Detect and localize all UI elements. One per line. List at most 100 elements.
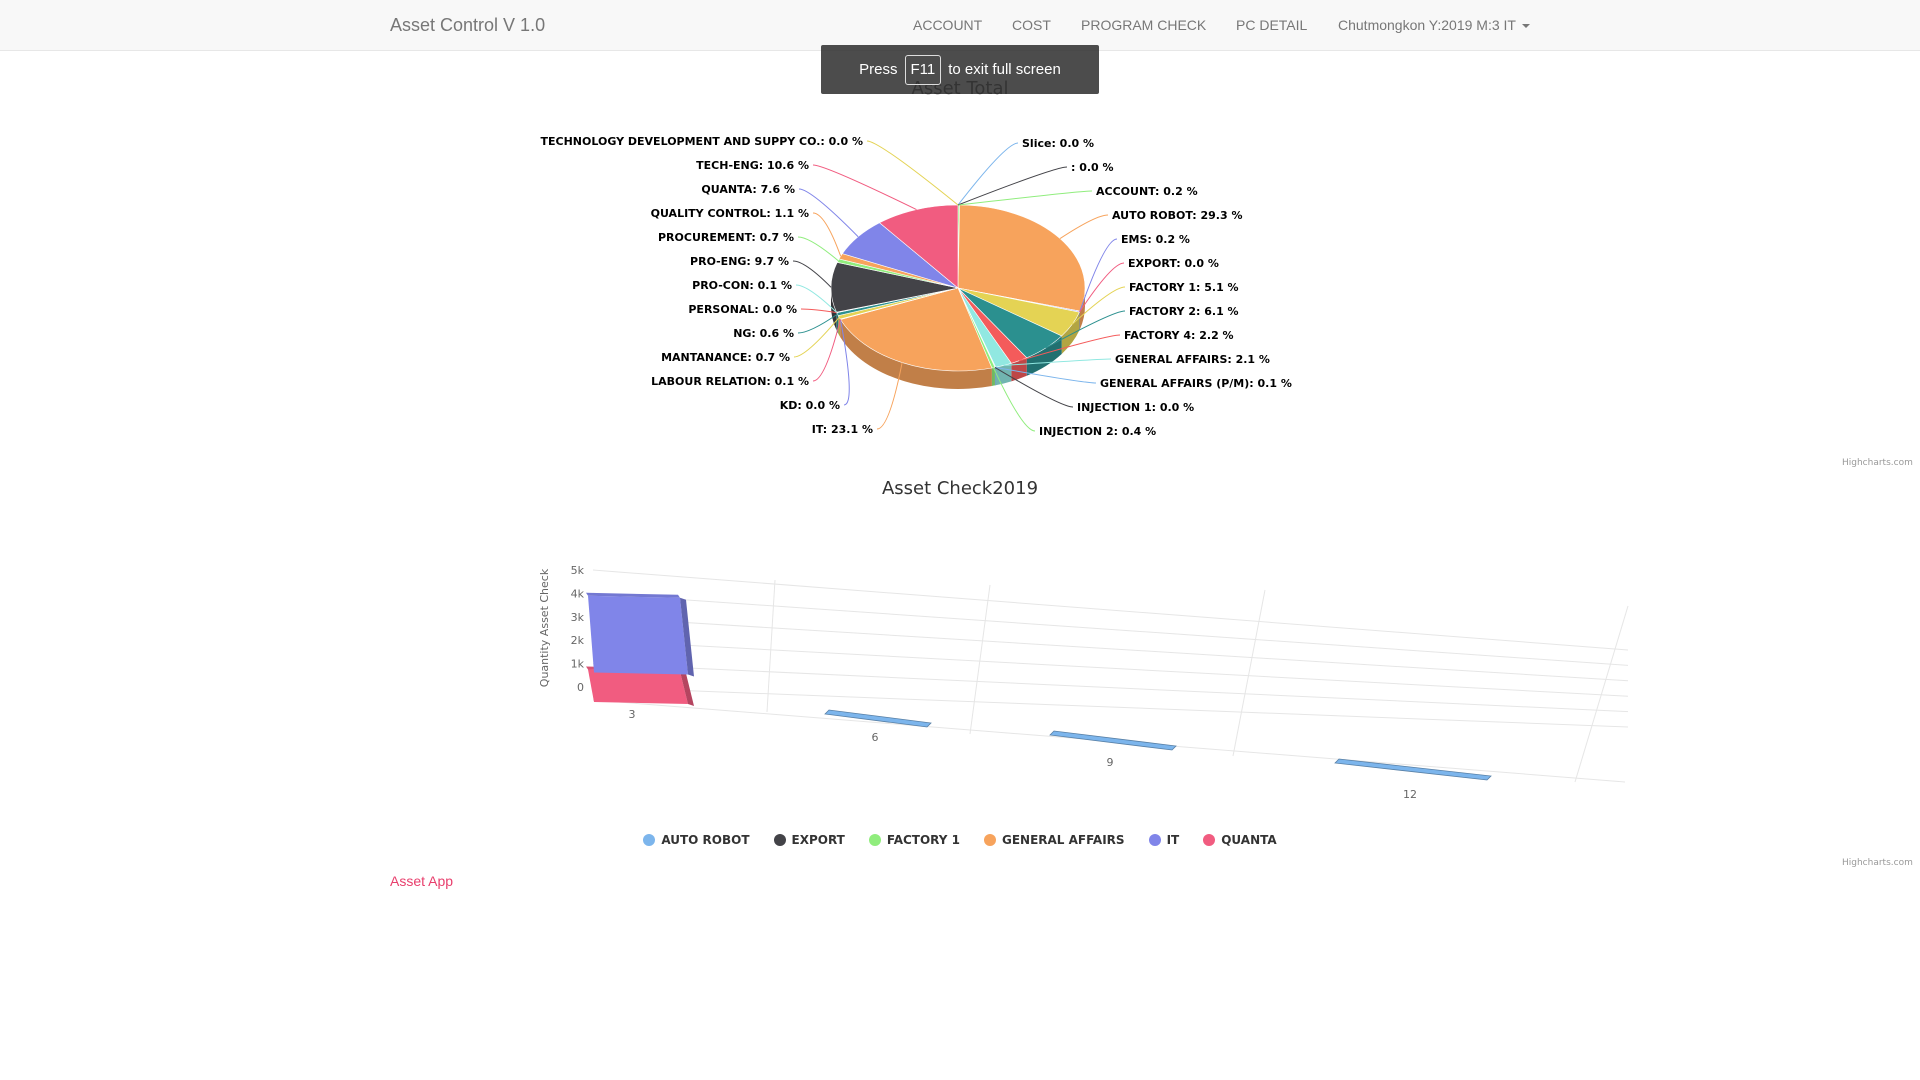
pie-connector-procurement	[797, 236, 839, 262]
pie-side-it	[840, 319, 992, 390]
pie-slice-pro-eng[interactable]	[830, 262, 959, 313]
pie-label-general-affairs: GENERAL AFFAIRS: 2.1 %	[1115, 353, 1270, 366]
legend-item-export[interactable]: EXPORT	[773, 833, 845, 847]
bar-gridline	[592, 616, 1629, 682]
pie-connector-mantanance	[793, 317, 840, 358]
pie-connector-auto-robot	[1059, 214, 1109, 240]
pie-connector-pro-con	[795, 284, 837, 313]
bar-y-tick: 3k	[571, 611, 585, 624]
pie-connector-ems	[1079, 238, 1118, 312]
user-menu-dropdown[interactable]: Chutmongkon Y:2019 M:3 IT	[1338, 17, 1530, 33]
legend-dot-icon	[643, 834, 656, 846]
legend-dot-icon	[983, 834, 996, 846]
bar-zero-cat-6[interactable]	[824, 709, 932, 728]
pie-label-account: ACCOUNT: 0.2 %	[1096, 185, 1198, 198]
bar-y-tick: 2k	[571, 634, 585, 647]
pie-connector-personal	[800, 308, 837, 314]
pie-label-slice: Slice: 0.0 %	[1022, 137, 1094, 150]
nav-pc-detail[interactable]: PC DETAIL	[1236, 17, 1308, 33]
bar-vertical-grid	[969, 584, 991, 735]
nav-account[interactable]: ACCOUNT	[913, 17, 983, 33]
bar-it-cat-3[interactable]	[588, 595, 688, 675]
legend-dot-icon	[1148, 834, 1161, 846]
pie-connector-injection-1	[994, 366, 1074, 408]
pie-credits-link[interactable]: Highcharts.com	[1842, 458, 1913, 468]
pie-label-quality-control: QUALITY CONTROL: 1.1 %	[651, 207, 809, 220]
bar-y-tick: 1k	[571, 658, 585, 671]
toast-press-text: Press	[859, 61, 898, 78]
bar-gridline	[592, 592, 1629, 666]
bar-y-tick: 0	[577, 681, 584, 694]
pie-connector-technology-development-and-suppy-co	[866, 140, 959, 206]
nav-cost[interactable]: COST	[1012, 17, 1051, 33]
bar-gridline	[592, 686, 1629, 728]
pie-label-injection-2: INJECTION 2: 0.4 %	[1039, 425, 1156, 438]
navbar: Asset Control V 1.0 ACCOUNT COST PROGRAM…	[0, 0, 1920, 51]
pie-connector-factory-1	[1071, 286, 1126, 325]
pie-slice-auto-robot[interactable]	[957, 204, 1086, 312]
asset-app-link[interactable]: Asset App	[390, 873, 454, 889]
pie-label-auto-robot: AUTO ROBOT: 29.3 %	[1112, 209, 1242, 222]
pie-side-factory-1	[1061, 312, 1080, 354]
nav-program-check[interactable]: PROGRAM CHECK	[1081, 17, 1207, 33]
pie-label-injection-1: INJECTION 1: 0.0 %	[1077, 401, 1194, 414]
legend-item-it[interactable]: IT	[1148, 833, 1180, 847]
bar-credits-link[interactable]: Highcharts.com	[1842, 858, 1913, 868]
pie-connector-labour-relation	[812, 319, 841, 382]
legend-item-auto-robot[interactable]: AUTO ROBOT	[643, 833, 750, 847]
pie-label-factory-4: FACTORY 4: 2.2 %	[1124, 329, 1234, 342]
legend-item-general-affairs[interactable]: GENERAL AFFAIRS	[983, 833, 1125, 847]
pie-label-tech-eng: TECH-ENG: 10.6 %	[696, 159, 809, 172]
pie-slice-tech-eng[interactable]	[878, 204, 959, 289]
pie-connector-factory-4	[1019, 334, 1121, 362]
pie-connector-injection-2	[992, 367, 1036, 432]
bar-x-tick: 12	[1403, 788, 1417, 801]
legend-item-quanta[interactable]: QUANTA	[1203, 833, 1277, 847]
pie-connector-account	[958, 190, 1093, 206]
bar-y-axis-label: Quantity Asset Check	[538, 568, 551, 687]
legend-label: AUTO ROBOT	[661, 833, 750, 847]
pie-connector-slice	[957, 142, 1019, 206]
pie-side-injection-2	[991, 367, 995, 386]
pie-label-procurement: PROCUREMENT: 0.7 %	[658, 231, 794, 244]
bar-y-tick: 5k	[571, 564, 585, 577]
bar-vertical-grid	[1232, 589, 1266, 757]
pie-connector-quality-control	[812, 212, 842, 257]
bar-gridline	[592, 663, 1629, 713]
bar-side-it-cat-3	[680, 597, 694, 677]
bar-x-tick: 9	[1107, 756, 1114, 769]
bar-x-tick: 6	[872, 731, 879, 744]
pie-label-personal: PERSONAL: 0.0 %	[688, 303, 797, 316]
toast-suffix-text: to exit full screen	[948, 61, 1061, 78]
pie-side-general-affairs-p-m	[994, 367, 996, 386]
pie-label-ng: NG: 0.6 %	[733, 327, 794, 340]
pie-connector-factory-2	[1045, 310, 1126, 349]
toast-key: F11	[904, 54, 942, 85]
pie-connector-it	[876, 362, 903, 430]
bar-zero-cat-9[interactable]	[1049, 730, 1177, 751]
legend-label: IT	[1166, 833, 1180, 847]
brand-title[interactable]: Asset Control V 1.0	[390, 15, 546, 35]
pie-label-pro-eng: PRO-ENG: 9.7 %	[690, 255, 789, 268]
legend-item-factory-1[interactable]: FACTORY 1	[868, 833, 960, 847]
pie-connector-general-affairs	[1003, 358, 1112, 366]
pie-label-factory-2: FACTORY 2: 6.1 %	[1129, 305, 1239, 318]
bar-side-quanta-cat-3	[680, 671, 694, 706]
caret-down-icon	[1521, 24, 1530, 29]
bar-chart: 0 1k 2k 3k 4k 5k Quantity Asset Check 3 6 9 12	[538, 564, 1629, 801]
bar-vertical-grid	[766, 579, 776, 713]
pie-label-technology-development-and-suppy-co: TECHNOLOGY DEVELOPMENT AND SUPPY CO.: 0.…	[541, 135, 864, 148]
pie-label-kd: KD: 0.0 %	[780, 399, 840, 412]
pie-side-factory-2	[1026, 335, 1062, 376]
pie-label-ems: EMS: 0.2 %	[1121, 233, 1190, 246]
bar-gridline	[592, 569, 1629, 651]
pie-label-it: IT: 23.1 %	[812, 423, 873, 436]
bar-y-tick: 4k	[571, 587, 585, 600]
bar-zero-cat-12[interactable]	[1334, 758, 1492, 781]
pie-label-pro-con: PRO-CON: 0.1 %	[692, 279, 792, 292]
pie-connector-export	[1079, 262, 1125, 313]
pie-label-unnamed-1: : 0.0 %	[1071, 161, 1114, 174]
bar-quanta-cat-3[interactable]	[588, 669, 688, 704]
legend-dot-icon	[773, 834, 786, 846]
pie-label-general-affairs-p-m: GENERAL AFFAIRS (P/M): 0.1 %	[1100, 377, 1292, 390]
